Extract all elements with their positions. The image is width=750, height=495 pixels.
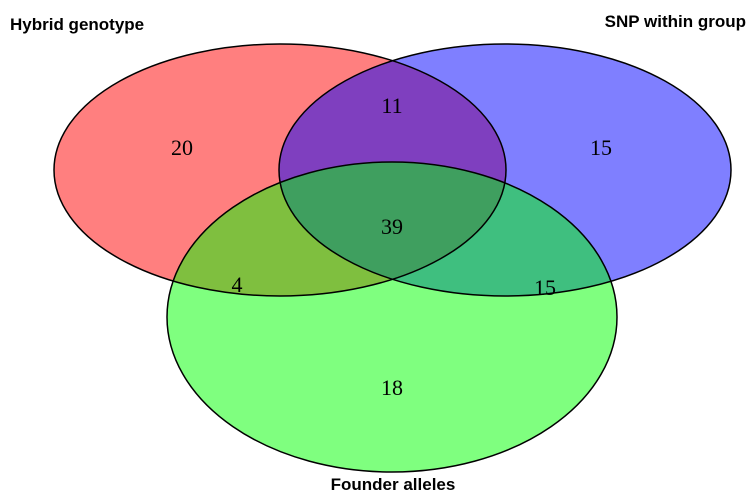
- set-outline: [278, 43, 732, 297]
- set-label: Founder alleles: [331, 475, 456, 494]
- region-count: 20: [171, 135, 193, 160]
- set-outline: [53, 43, 507, 297]
- region-count: 4: [232, 272, 243, 297]
- region-count: 15: [590, 135, 612, 160]
- region-count: 11: [381, 93, 402, 118]
- set-ellipses: [53, 43, 732, 473]
- region-count: 15: [534, 275, 556, 300]
- region-count: 18: [381, 375, 403, 400]
- set-ellipse: [167, 162, 617, 472]
- set-outline: [166, 161, 618, 473]
- region-count: 39: [381, 214, 403, 239]
- set-label: SNP within group: [605, 12, 746, 31]
- set-label: Hybrid genotype: [10, 15, 144, 34]
